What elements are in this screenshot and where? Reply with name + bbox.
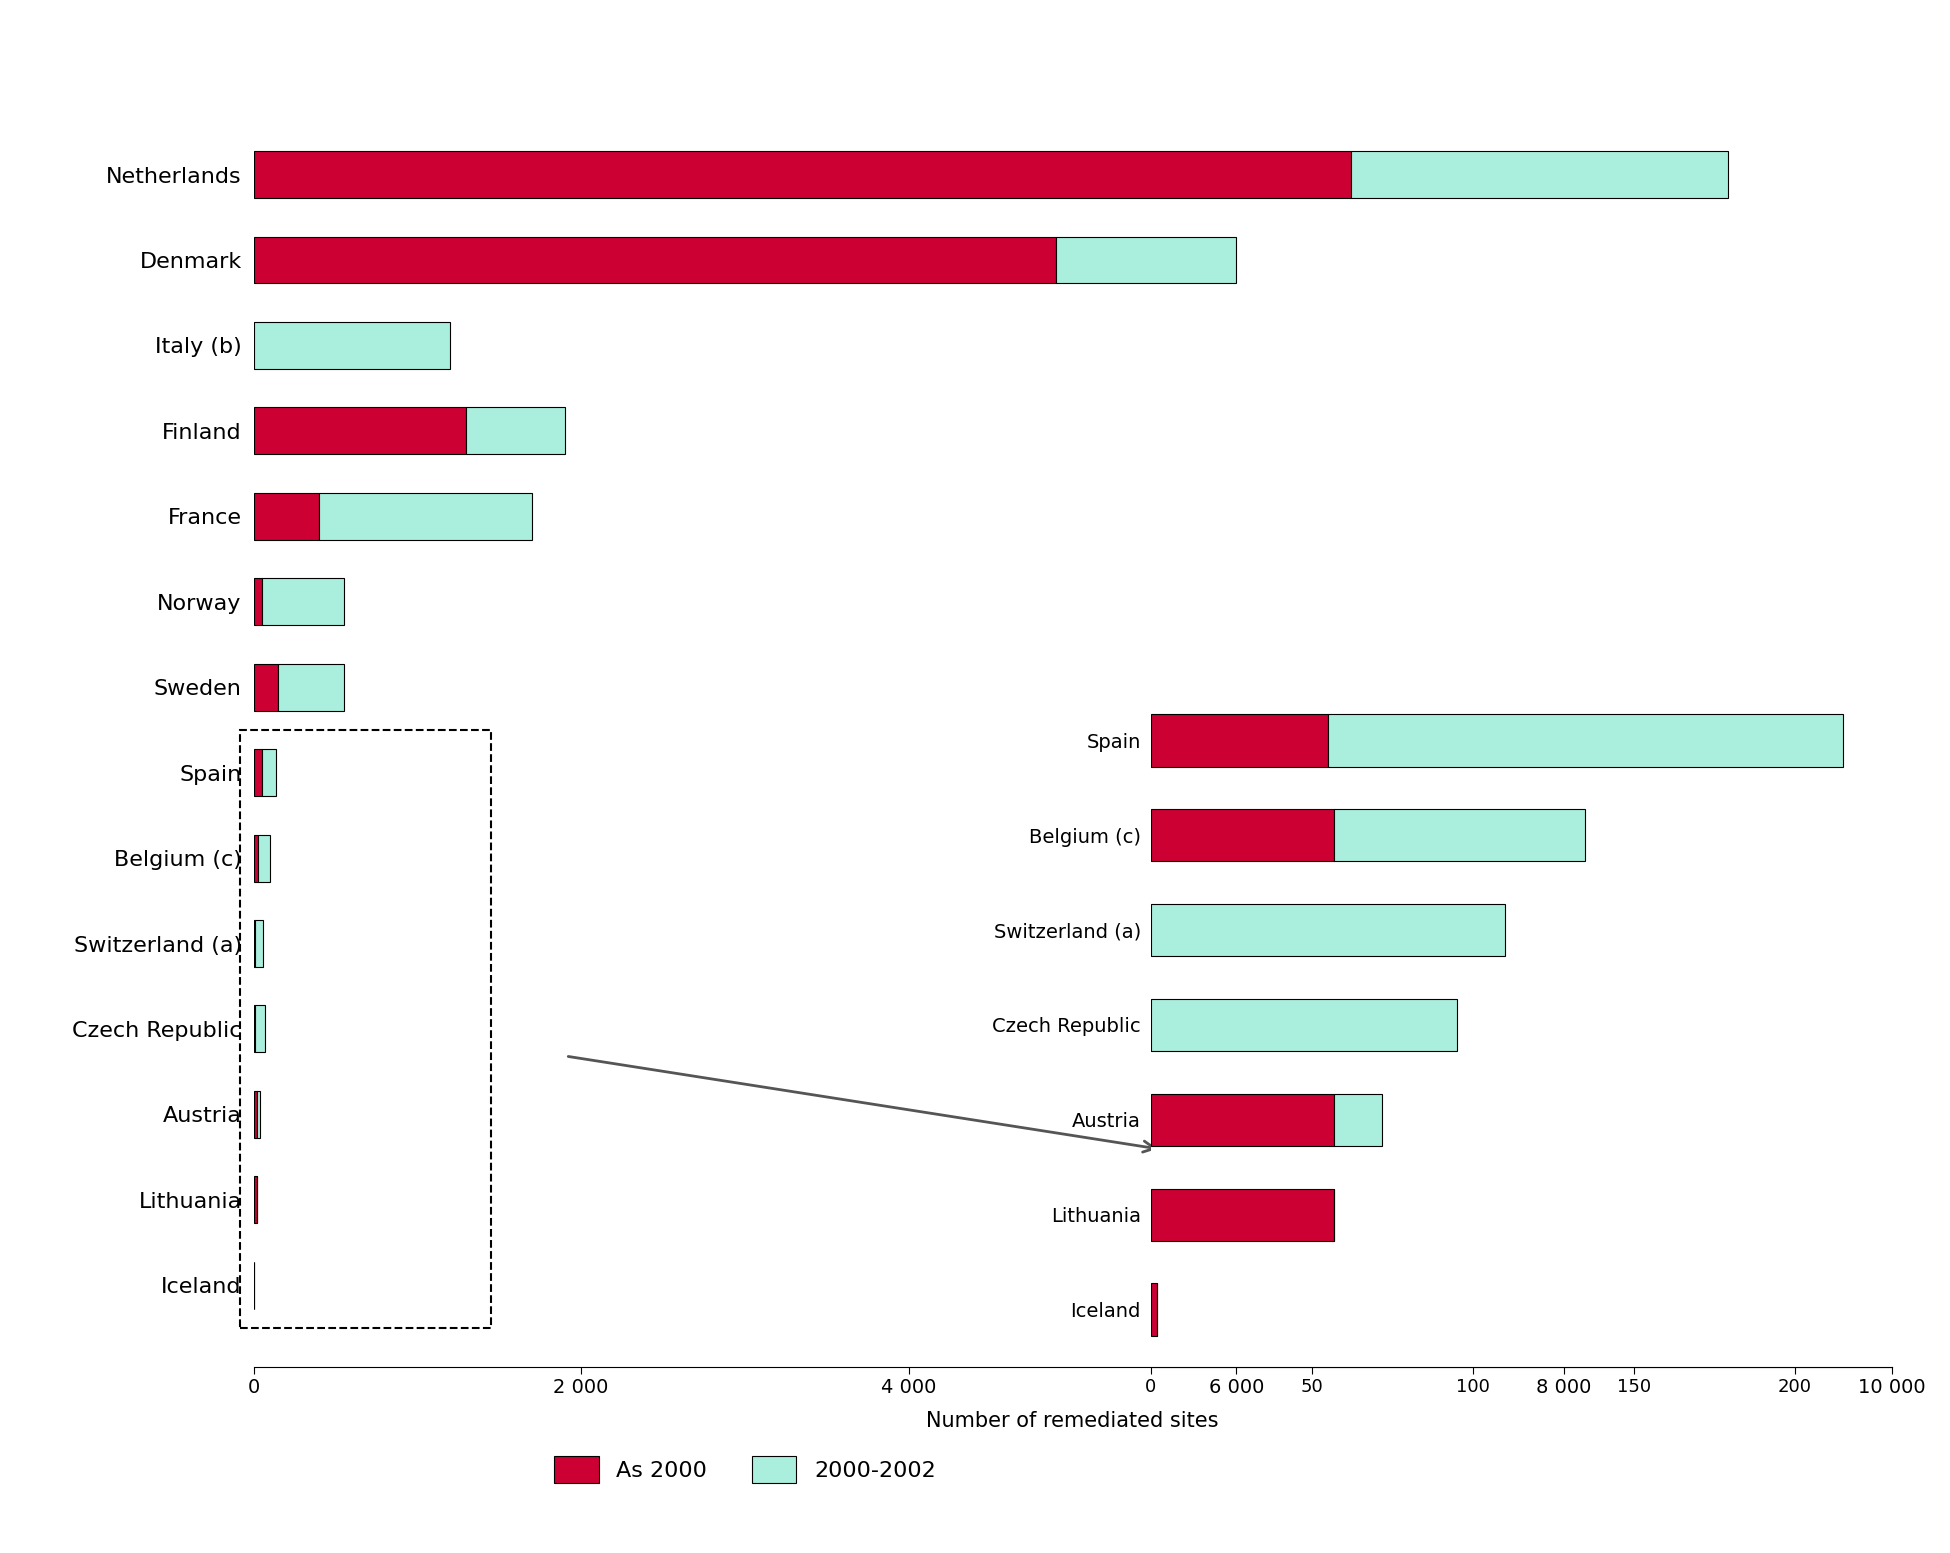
Bar [254, 236, 1057, 284]
Bar [1150, 809, 1334, 862]
Bar [240, 730, 491, 1328]
Bar [1057, 236, 1236, 284]
Bar [1150, 999, 1457, 1051]
Bar [254, 1176, 257, 1224]
Bar [259, 834, 269, 882]
Bar [1351, 151, 1728, 199]
Bar [1150, 1283, 1156, 1336]
Bar [320, 492, 532, 540]
Bar [254, 749, 261, 797]
Bar [255, 919, 263, 968]
Bar [261, 749, 277, 797]
Bar [1150, 1093, 1334, 1146]
Legend: As 2000, 2000-2002: As 2000, 2000-2002 [554, 1455, 936, 1483]
Bar [1150, 714, 1328, 767]
Bar [255, 1005, 265, 1053]
Bar [1328, 714, 1843, 767]
Bar [261, 578, 343, 626]
Bar [1150, 1188, 1334, 1241]
Bar [257, 1090, 259, 1138]
Bar [254, 1090, 257, 1138]
Bar [254, 407, 466, 455]
Bar [1334, 1093, 1383, 1146]
Bar [254, 663, 279, 711]
Bar [1334, 809, 1585, 862]
Bar [279, 663, 343, 711]
Bar [466, 407, 565, 455]
Bar [254, 321, 450, 370]
Bar [254, 578, 261, 626]
Bar [254, 834, 259, 882]
Bar [254, 151, 1351, 199]
Bar [1150, 904, 1505, 957]
Bar [254, 492, 320, 540]
X-axis label: Number of remediated sites: Number of remediated sites [926, 1412, 1219, 1432]
